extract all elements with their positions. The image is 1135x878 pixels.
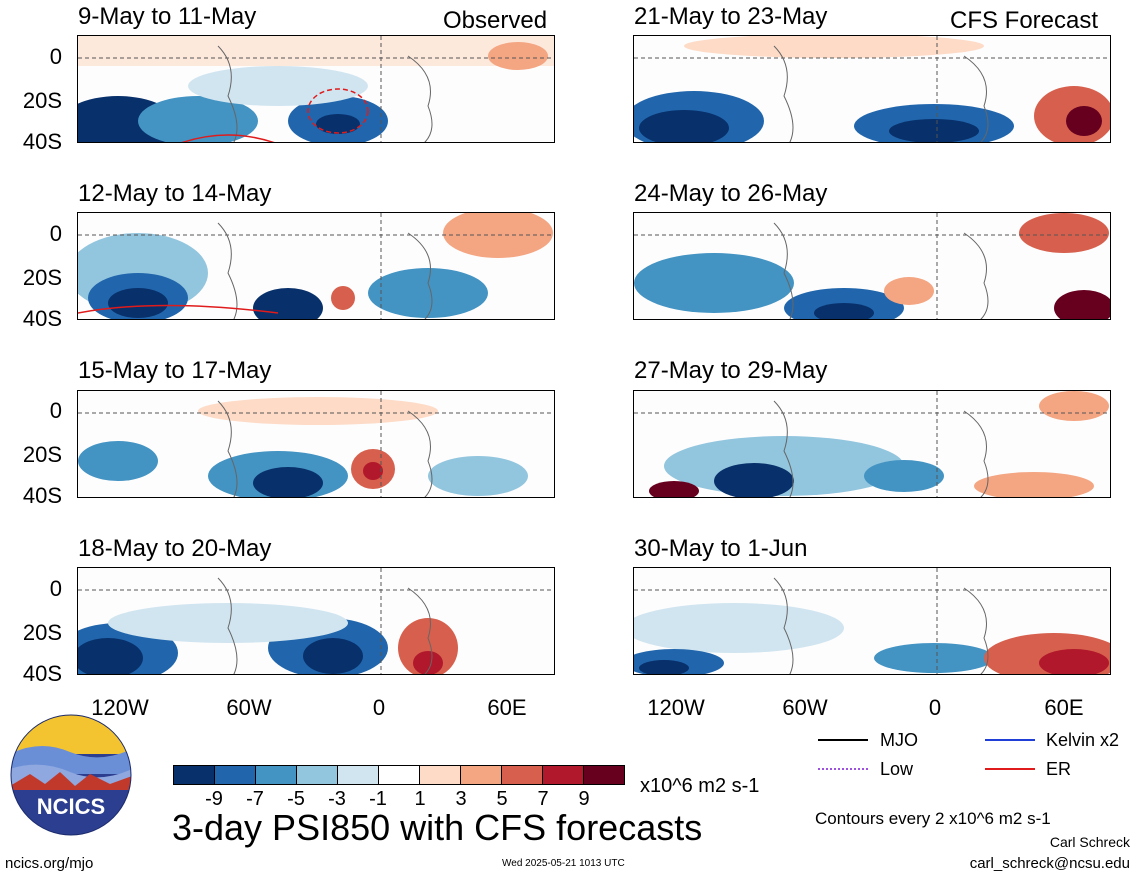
y-tick: 40S — [22, 483, 62, 508]
author: Carl Schreck — [1049, 834, 1130, 850]
colorbar-swatch — [256, 766, 297, 784]
x-tick: 60E — [487, 695, 527, 720]
colorbar-swatch — [215, 766, 256, 784]
y-tick: 40S — [22, 661, 62, 686]
y-tick: 20S — [22, 88, 62, 113]
ncics-logo: NCICS — [10, 714, 132, 836]
panel-title: 24-May to 26-May — [634, 180, 828, 207]
psi-map — [633, 390, 1111, 498]
psi-map — [633, 212, 1111, 320]
y-tick: 0 — [49, 576, 62, 601]
legend-er-line — [985, 768, 1035, 770]
contour-note: Contours every 2 x10^6 m2 s-1 — [815, 809, 1051, 828]
psi-map — [633, 567, 1111, 675]
y-tick: 0 — [49, 398, 62, 423]
x-tick: 120W — [647, 695, 705, 720]
colorbar-units: x10^6 m2 s-1 — [640, 775, 760, 797]
colorbar-swatch — [338, 766, 379, 784]
colorbar-swatch — [297, 766, 338, 784]
y-tick: 40S — [22, 129, 62, 154]
colorbar-tick: 9 — [578, 788, 590, 810]
panel-title: 12-May to 14-May — [78, 180, 272, 207]
colorbar-tick: -1 — [369, 788, 387, 810]
colorbar-tick: -9 — [205, 788, 223, 810]
colorbar-swatch — [379, 766, 420, 784]
panel-title: 15-May to 17-May — [78, 357, 272, 384]
colorbar-swatch — [584, 766, 624, 784]
colorbar-swatch — [543, 766, 584, 784]
colorbar-tick: 5 — [496, 788, 508, 810]
legend-low-line — [818, 768, 868, 770]
panel-title: 30-May to 1-Jun — [634, 535, 808, 562]
y-tick: 40S — [22, 306, 62, 331]
legend-kelvin-label: Kelvin x2 — [1046, 730, 1120, 750]
colorbar-swatch — [420, 766, 461, 784]
colorbar-tick: -7 — [246, 788, 264, 810]
legend-mjo-line — [818, 739, 868, 741]
psi-map — [77, 212, 555, 320]
colorbar-tick: 1 — [414, 788, 426, 810]
panel-title: 18-May to 20-May — [78, 535, 272, 562]
x-tick: 60W — [782, 695, 828, 720]
legend-kelvin-line — [985, 739, 1035, 741]
x-tick: 0 — [928, 695, 942, 720]
panel-title: 9-May to 11-May — [78, 3, 257, 30]
x-tick: 120W — [91, 695, 149, 720]
psi-map — [77, 35, 555, 143]
colorbar-tick: 3 — [455, 788, 467, 810]
legend-er-label: ER — [1046, 759, 1072, 779]
main-title: 3-day PSI850 with CFS forecasts — [172, 807, 703, 848]
colorbar-swatch — [174, 766, 215, 784]
legend-low-label: Low — [880, 759, 914, 779]
timestamp: Wed 2025-05-21 1013 UTC — [502, 858, 625, 869]
colorbar-swatch — [461, 766, 502, 784]
y-tick: 0 — [49, 44, 62, 69]
observed-label: Observed — [443, 7, 548, 34]
y-tick: 20S — [22, 620, 62, 645]
psi-map — [77, 567, 555, 675]
psi-map — [77, 390, 555, 498]
x-tick: 60W — [226, 695, 272, 720]
colorbar-tick: 7 — [537, 788, 549, 810]
colorbar-swatch — [502, 766, 543, 784]
x-tick: 60E — [1044, 695, 1084, 720]
url: ncics.org/mjo — [5, 855, 94, 872]
colorbar-tick: -3 — [328, 788, 346, 810]
x-tick: 0 — [372, 695, 386, 720]
logo-text: NCICS — [37, 794, 105, 819]
y-tick: 0 — [49, 221, 62, 246]
forecast-label: CFS Forecast — [950, 7, 1099, 34]
y-tick: 20S — [22, 442, 62, 467]
colorbar-tick: -5 — [287, 788, 305, 810]
panel-title: 21-May to 23-May — [634, 3, 828, 30]
panel-title: 27-May to 29-May — [634, 357, 828, 384]
colorbar — [173, 765, 625, 785]
email: carl_schreck@ncsu.edu — [969, 855, 1130, 872]
psi-map — [633, 35, 1111, 143]
legend-mjo-label: MJO — [880, 730, 918, 750]
y-tick: 20S — [22, 265, 62, 290]
